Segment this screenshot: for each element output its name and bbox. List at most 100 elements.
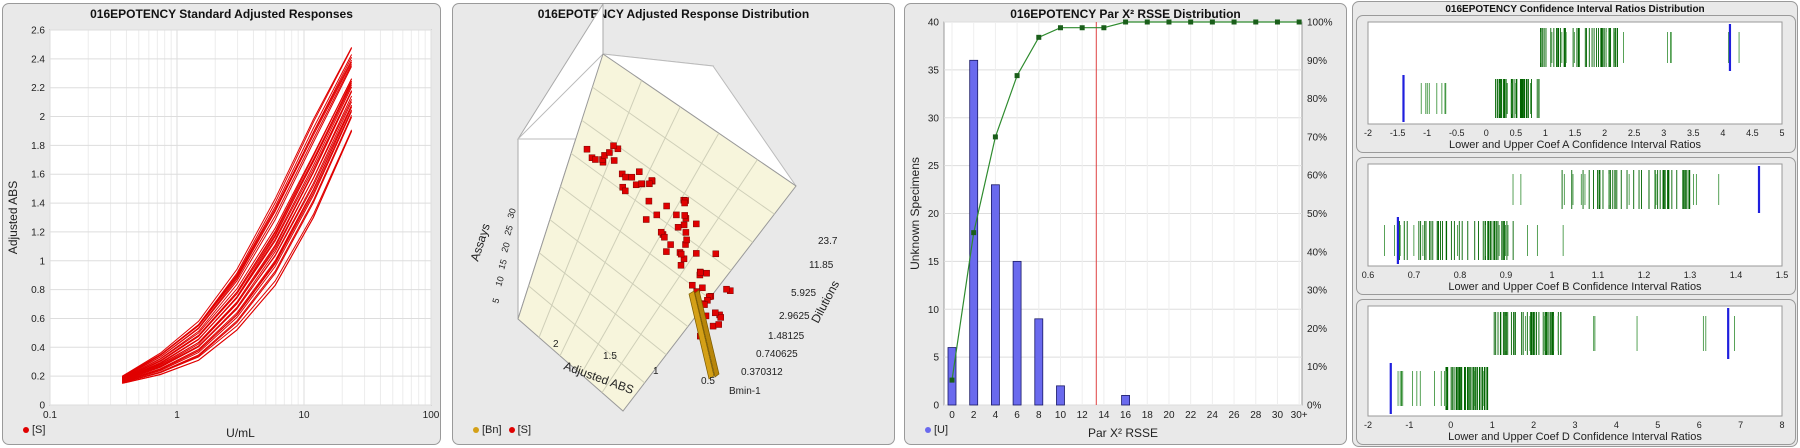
abs-tick-label: 2 (553, 339, 559, 350)
x-tick-label: 0.7 (1408, 270, 1421, 280)
y-tick-label: 0.8 (31, 285, 45, 296)
chart-title: 016EPOTENCY Adjusted Response Distributi… (537, 7, 810, 21)
x-tick-label: 0 (1448, 420, 1453, 430)
y-tick-label: 35 (928, 65, 940, 76)
assays-axis-label: Assays (468, 222, 493, 263)
legend-marker (508, 427, 515, 433)
x-tick-label: 2 (1531, 420, 1536, 430)
dilution-tick-label: Bmin-1 (729, 386, 761, 397)
floor-gridline (538, 80, 643, 338)
x-tick-label: 1 (1549, 270, 1554, 280)
y-tick-label: 30 (928, 113, 940, 124)
y-tick-label: 2.4 (31, 54, 45, 65)
x-tick-label: 20 (1163, 410, 1175, 421)
y-tick-label: 40 (928, 18, 940, 29)
dilution-tick-label: 1.48125 (768, 331, 805, 342)
x-tick-label: 4 (1720, 128, 1725, 138)
x-tick-label: 5 (1655, 420, 1660, 430)
x-tick-label: 7 (1738, 420, 1743, 430)
red-bar (680, 221, 688, 229)
y-tick-label: 0.6 (31, 314, 45, 325)
legend: [S] (23, 424, 45, 436)
abs-tick-label: 0.5 (701, 376, 715, 387)
cumulative-point (1296, 19, 1302, 25)
plot-area (1367, 163, 1783, 267)
coef-a-subpanel: -2 -1.5 -1 -0.5 0 0.5 1 1.5 2 2.5 3 3.5 4 4.5 5 Lower a… (1356, 15, 1796, 153)
x-tick-label: 2 (971, 410, 977, 421)
floor-gridline (538, 252, 667, 356)
y-tick-label: 1.2 (31, 227, 45, 238)
x-axis-label: Lower and Upper Coef B Confidence Interv… (1448, 281, 1702, 293)
response-distribution-panel: 016EPOTENCY Adjusted Response Distributi… (452, 3, 895, 445)
x-tick-label: 2.5 (1628, 128, 1641, 138)
floor-gridline (528, 285, 645, 384)
red-bar (674, 224, 682, 231)
red-bar (681, 212, 688, 219)
y2-tick-label: 70% (1307, 132, 1327, 143)
x-tick-label: 1.1 (1592, 270, 1605, 280)
cumulative-point (1166, 19, 1172, 25)
red-bar (646, 180, 653, 188)
gold-bar (688, 290, 715, 380)
x-tick-label: 1 (174, 410, 180, 421)
legend: [Bn] [S] (473, 424, 531, 436)
x-tick-label: 3.5 (1687, 128, 1700, 138)
histogram-bar (1121, 395, 1130, 406)
y-tick-label: 1.4 (31, 199, 45, 210)
red-bar (653, 211, 661, 219)
series-line (121, 82, 353, 379)
series-line (122, 104, 353, 381)
series-line (121, 59, 353, 377)
red-bar (636, 168, 643, 175)
coef-b-chart: 0.6 0.7 0.8 0.9 1 1.1 1.2 1.3 1.4 1.5 Lower and Up… (1362, 163, 1788, 293)
floor-gridline (580, 132, 720, 375)
y-tick-label: 10 (928, 305, 940, 316)
cumulative-point (992, 134, 998, 140)
red-bar (717, 314, 724, 321)
dilutions-axis-label: Dilutions (808, 278, 842, 325)
series-line (121, 78, 353, 379)
legend-marker (473, 427, 479, 433)
y-tick-label: 0.2 (31, 372, 45, 383)
legend: [U] (925, 424, 948, 436)
plot-area (49, 29, 432, 406)
red-bar (610, 142, 617, 149)
series-line (121, 47, 353, 377)
x-axis-label: U/mL (226, 426, 255, 440)
x-axis-label: Lower and Upper Coef D Confidence Interv… (1448, 431, 1702, 443)
histogram-bar (1056, 385, 1065, 406)
red-bar (622, 173, 629, 181)
dilution-tick-label: 2.9625 (779, 311, 810, 322)
x-tick-label: 1.3 (1684, 270, 1697, 280)
y-tick-label: 25 (928, 161, 940, 172)
red-bar (661, 233, 668, 241)
x-tick-label: -1 (1405, 420, 1413, 430)
y-tick-label: 15 (928, 257, 940, 268)
cumulative-point (1188, 19, 1194, 25)
x-tick-label: 3 (1661, 128, 1666, 138)
cumulative-point (1231, 19, 1237, 25)
floor-gridline (570, 152, 732, 271)
cumulative-point (1274, 19, 1280, 25)
y-tick-label: 0 (39, 401, 45, 412)
x-tick-label: 22 (1185, 410, 1197, 421)
red-bar (683, 236, 690, 244)
cumulative-point (1144, 19, 1150, 25)
histogram-bar (1034, 318, 1044, 406)
series-line (122, 109, 353, 383)
red-bar (610, 157, 618, 164)
x-tick-label: -1.5 (1390, 128, 1406, 138)
gold-bar (694, 289, 720, 378)
abs-tick-label: 1.5 (603, 351, 617, 362)
standard-responses-chart: 0.1 1 10 100 0 0.2 0.4 0.6 0.8 1 1.2 1.4 1.6 1.8 2 2.2 2… (6, 26, 440, 441)
coef-d-chart: -2 -1 0 1 2 3 4 5 6 7 8 Lower and Upper Coef D Conf… (1364, 305, 1785, 443)
x-tick-label: 4.5 (1746, 128, 1759, 138)
x-axis-label: Par X² RSSE (1088, 426, 1158, 440)
x-tick-label: 0 (1484, 128, 1489, 138)
x-tick-label: 2 (1602, 128, 1607, 138)
x-tick-label: 6 (1697, 420, 1702, 430)
histogram-bar (1012, 260, 1022, 406)
cumulative-point (1014, 73, 1020, 79)
red-bar (663, 202, 670, 210)
plot-area (1367, 21, 1783, 125)
